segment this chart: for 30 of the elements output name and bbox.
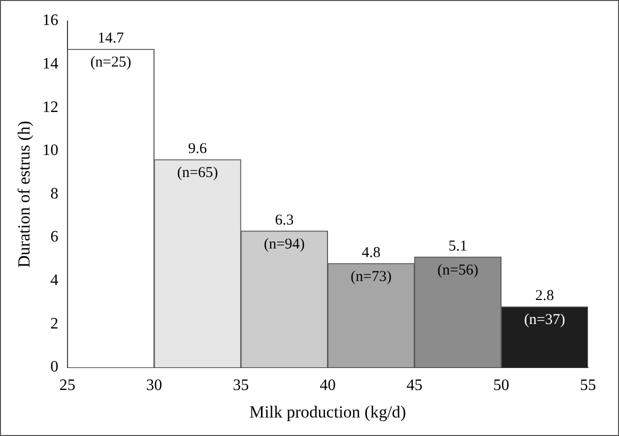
annotation: (n=73) [350,268,392,285]
data-label: 9.6 [188,140,208,157]
y-tick-label: 14 [42,56,58,73]
x-tick-label: 45 [406,377,422,394]
y-tick-label: 6 [50,228,58,246]
data-label: 2.8 [535,288,554,304]
data-label: 14.7 [98,30,124,47]
x-tick-label: 55 [580,377,596,394]
y-tick-label: 10 [42,142,58,160]
y-tick-label: 12 [42,98,58,116]
y-tick-label: 2 [50,315,58,332]
x-axis-title: Milk production (kg/d) [249,402,406,422]
annotation: (n=56) [437,262,478,278]
y-tick-label: 16 [42,12,58,30]
annotation: (n=94) [264,236,305,252]
x-tick-label: 30 [146,377,162,394]
x-tick-label: 50 [493,377,510,394]
y-tick-label: 0 [50,358,58,376]
annotation: (n=65) [177,164,218,181]
y-tick-label: 8 [50,185,58,202]
annotation: (n=25) [90,54,132,71]
y-axis-title: Duration of estrus (h) [14,120,34,268]
data-label: 4.8 [362,244,380,261]
x-tick-label: 40 [320,377,336,394]
x-tick-label: 35 [232,377,249,394]
data-label: 6.3 [274,212,294,228]
x-tick-label: 25 [59,377,76,394]
data-label: 5.1 [448,238,468,254]
y-tick-label: 4 [50,272,58,290]
annotation: (n=37) [524,312,566,328]
